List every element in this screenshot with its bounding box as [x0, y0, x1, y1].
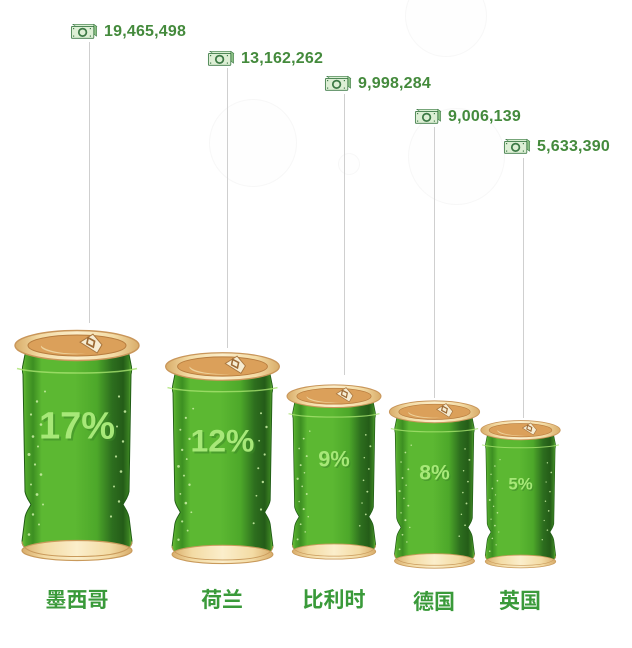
svg-text:9%: 9%: [318, 447, 350, 472]
svg-text:17%: 17%: [39, 406, 115, 448]
svg-text:8%: 8%: [419, 461, 450, 484]
svg-text:12%: 12%: [190, 423, 254, 459]
svg-text:5%: 5%: [508, 475, 532, 494]
